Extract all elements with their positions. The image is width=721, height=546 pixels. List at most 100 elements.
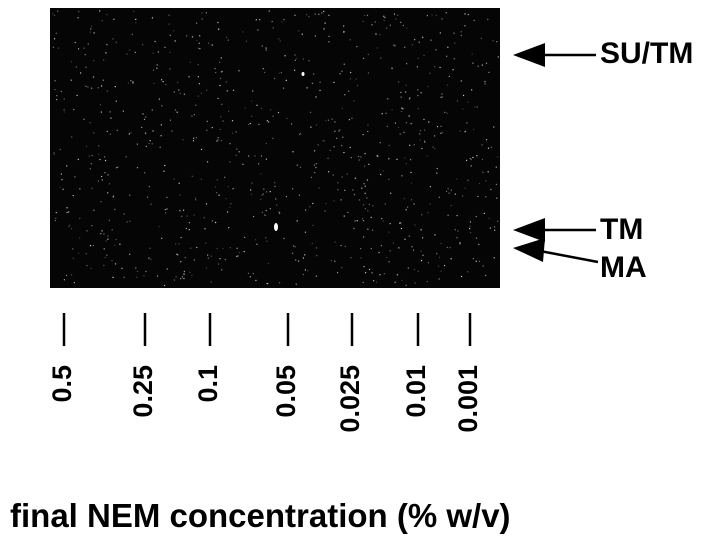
speckle	[169, 119, 172, 121]
speckle	[218, 61, 221, 64]
speckle	[143, 275, 145, 277]
speckle	[298, 30, 300, 32]
speckle	[443, 264, 446, 267]
speckle	[177, 254, 179, 256]
speckle	[250, 189, 252, 191]
speckle	[343, 151, 345, 154]
speckle	[66, 211, 68, 214]
speckle	[295, 57, 297, 60]
speckle	[262, 68, 264, 70]
speckle	[375, 281, 378, 283]
speckle	[219, 258, 221, 260]
speckle	[352, 189, 354, 191]
speckle	[404, 46, 406, 48]
speckle	[488, 71, 490, 73]
speckle	[158, 98, 161, 100]
speckle	[302, 257, 305, 259]
speckle	[485, 196, 487, 198]
speckle	[279, 40, 281, 42]
speckle	[205, 12, 207, 14]
speckle	[93, 132, 95, 134]
speckle	[407, 267, 409, 269]
speckle	[315, 166, 317, 169]
speckle	[261, 194, 263, 196]
speckle	[231, 132, 234, 134]
speckle	[400, 222, 402, 224]
speckle	[474, 106, 476, 108]
speckle	[178, 89, 180, 91]
speckle	[446, 246, 448, 249]
speckle	[340, 244, 342, 247]
speckle	[103, 248, 105, 250]
speckle	[328, 41, 330, 43]
speckle	[106, 254, 108, 256]
band-label: SU/TM	[600, 37, 693, 70]
speckle	[294, 54, 296, 56]
speckle	[344, 245, 346, 247]
speckle	[225, 81, 227, 83]
speckle	[252, 90, 254, 92]
speckle	[166, 268, 168, 270]
speckle	[267, 262, 270, 265]
speckle	[205, 267, 208, 269]
speckle	[104, 172, 106, 174]
speckle	[362, 57, 365, 59]
speckle	[278, 212, 281, 214]
speckle	[316, 254, 318, 257]
speckle	[295, 259, 297, 261]
speckle	[194, 197, 197, 199]
speckle	[417, 57, 419, 59]
speckle	[106, 13, 108, 16]
speckle	[151, 109, 153, 111]
speckle	[227, 110, 230, 112]
speckle	[130, 132, 132, 134]
speckle	[173, 91, 175, 93]
speckle	[89, 168, 91, 170]
speckle	[357, 155, 360, 158]
speckle	[97, 87, 99, 89]
speckle	[278, 72, 280, 74]
speckle	[367, 210, 369, 212]
speckle	[464, 187, 466, 189]
speckle	[63, 111, 65, 113]
speckle	[84, 54, 86, 56]
speckle	[221, 103, 223, 105]
speckle	[464, 13, 466, 15]
speckle	[224, 258, 226, 261]
speckle	[236, 247, 238, 249]
speckle	[400, 91, 402, 94]
speckle	[324, 210, 326, 212]
speckle	[364, 165, 366, 167]
speckle	[380, 244, 382, 247]
speckle	[121, 267, 123, 269]
speckle	[73, 282, 76, 284]
speckle	[313, 73, 315, 75]
speckle	[438, 265, 440, 267]
speckle	[144, 172, 146, 174]
speckle	[107, 235, 109, 237]
speckle	[115, 238, 117, 241]
speckle	[145, 270, 147, 273]
speckle	[341, 267, 343, 269]
speckle	[456, 178, 458, 180]
speckle	[54, 219, 56, 222]
speckle	[271, 20, 273, 23]
speckle	[494, 229, 496, 231]
speckle	[484, 83, 486, 85]
speckle	[361, 187, 363, 189]
speckle	[459, 130, 461, 132]
speckle	[333, 81, 335, 84]
speckle	[217, 21, 219, 24]
speckle	[201, 18, 203, 20]
speckle	[193, 114, 195, 116]
speckle	[105, 52, 107, 54]
speckle	[156, 275, 159, 277]
speckle	[426, 155, 428, 157]
speckle	[410, 123, 412, 125]
speckle	[294, 246, 296, 248]
speckle	[79, 217, 81, 220]
speckle	[183, 273, 185, 275]
speckle	[315, 163, 317, 165]
speckle	[207, 254, 209, 256]
speckle	[293, 245, 295, 247]
